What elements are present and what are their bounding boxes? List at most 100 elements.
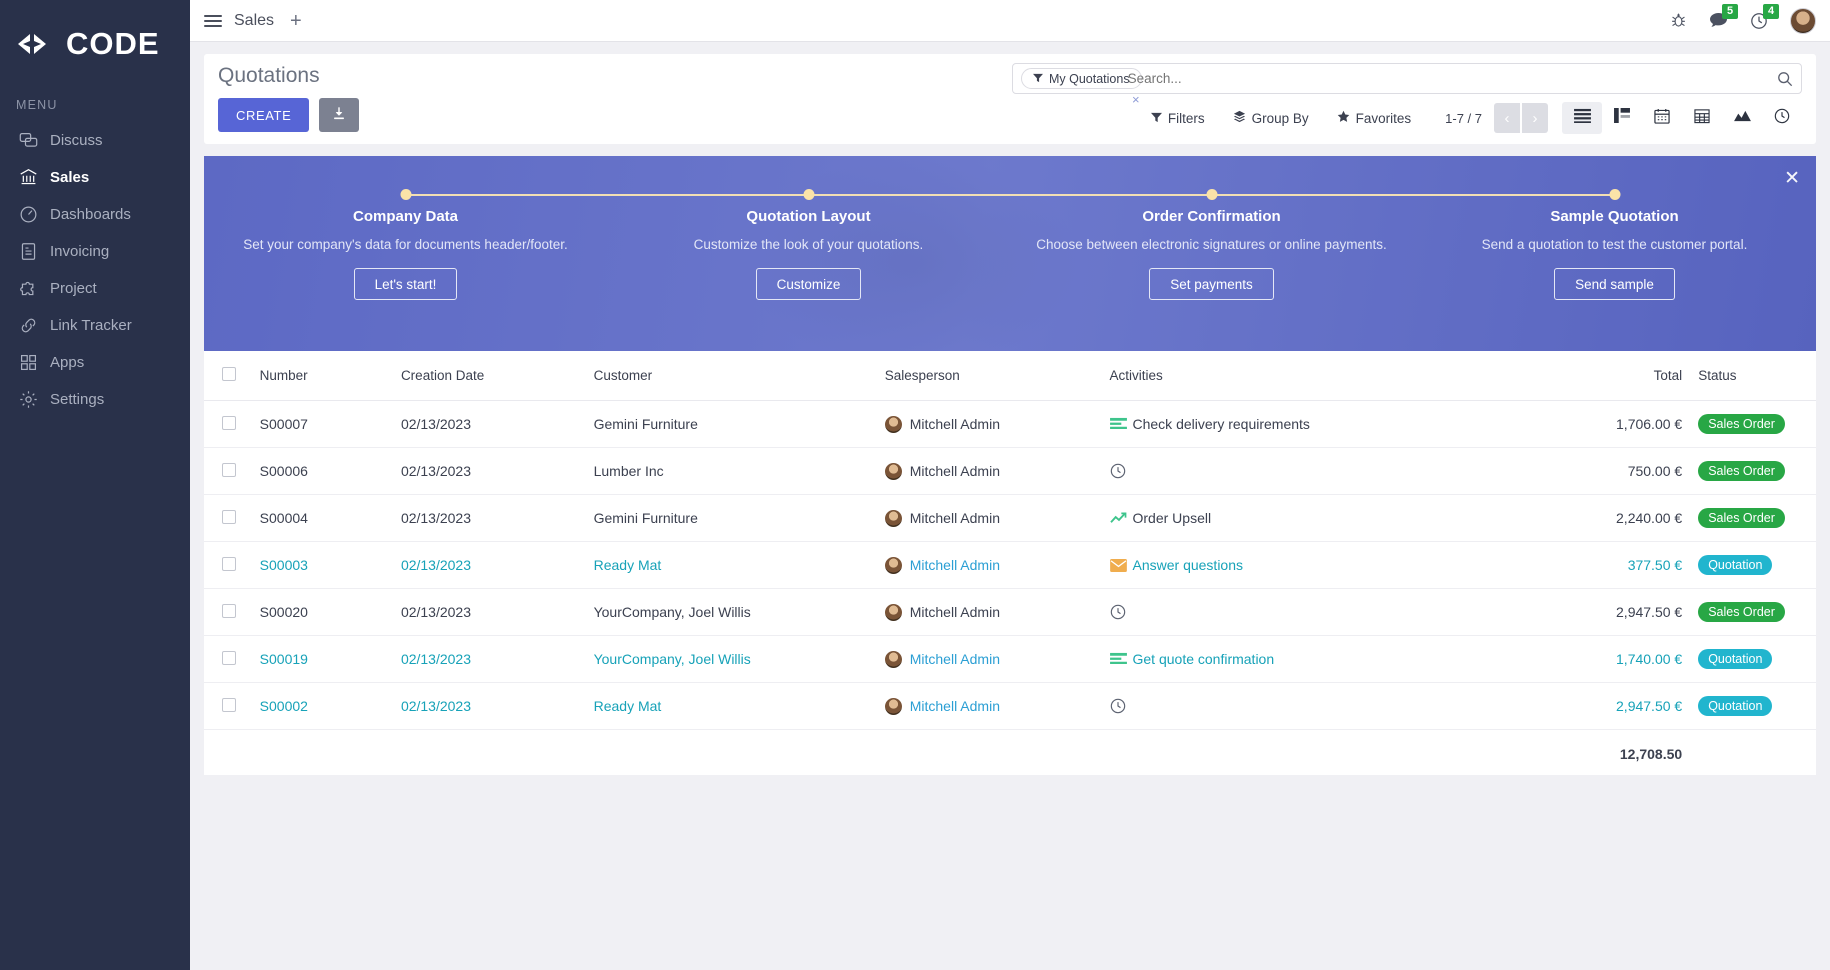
download-icon [331,106,347,125]
bug-icon[interactable] [1670,12,1687,29]
list-view-button[interactable] [1562,102,1602,134]
lets-start-button[interactable]: Let's start! [353,268,458,301]
row-checkbox[interactable] [222,556,236,571]
column-header-creation-date[interactable]: Creation Date [400,351,594,401]
sidebar-item-label: Link Tracker [50,317,132,334]
table-row[interactable]: S00019 02/13/2023 YourCompany, Joel Will… [204,635,1816,683]
sidebar-item-settings[interactable]: Settings [0,381,190,418]
column-header-activities[interactable]: Activities [1109,351,1538,401]
search-icon[interactable] [1777,71,1793,87]
clock-icon[interactable]: 4 [1750,3,1780,30]
app-name[interactable]: Sales [234,11,275,29]
row-select-cell [204,682,260,730]
pager-text[interactable]: 1-7 / 7 [1445,110,1482,126]
email-icon [1109,557,1127,574]
pivot-view-button[interactable] [1682,102,1722,134]
row-checkbox[interactable] [222,650,236,665]
clock-icon[interactable] [1110,463,1127,480]
sidebar-item-link-tracker[interactable]: Link Tracker [0,307,190,344]
clock-icon [1774,108,1790,129]
salesperson-avatar [884,603,902,621]
table-row[interactable]: S00020 02/13/2023 YourCompany, Joel Will… [204,588,1816,636]
clock-icon[interactable] [1110,698,1127,715]
select-all-checkbox[interactable] [222,367,236,381]
set-payments-button[interactable]: Set payments [1149,268,1274,301]
kanban-view-button[interactable] [1602,102,1642,134]
salesperson-avatar [884,462,902,480]
column-header-salesperson[interactable]: Salesperson [884,351,1110,401]
group-by-label: Group By [1251,110,1309,126]
step-description: Set your company's data for documents he… [243,237,568,252]
pager-previous-button[interactable]: ‹ [1494,103,1520,133]
row-checkbox[interactable] [222,509,236,524]
sidebar-item-sales[interactable]: Sales [0,159,190,196]
step-description: Send a quotation to test the customer po… [1481,237,1748,252]
salesperson-name: Mitchell Admin [909,463,1000,479]
activity-count-badge: 4 [1763,3,1780,19]
row-checkbox[interactable] [222,462,236,477]
favorites-label: Favorites [1355,110,1412,126]
column-header-customer[interactable]: Customer [593,351,885,401]
remove-facet-button[interactable]: × [1132,92,1140,107]
clock-icon[interactable] [1110,604,1127,621]
cell-customer: YourCompany, Joel Willis [593,588,885,636]
cell-activity [1109,682,1538,730]
brand-logo[interactable]: CODE [0,18,190,62]
salesperson-avatar [884,556,902,574]
search-box[interactable]: My Quotations [1012,63,1802,94]
sidebar-item-dashboards[interactable]: Dashboards [0,196,190,233]
cell-status: Sales Order [1698,494,1816,542]
sidebar-item-project[interactable]: Project [0,270,190,307]
cell-salesperson: Mitchell Admin [884,447,1110,495]
add-tab-button[interactable]: + [290,9,302,32]
table-row[interactable]: S00007 02/13/2023 Gemini Furniture Mitch… [204,400,1816,448]
step-dot [1609,189,1620,200]
main-area: Sales + 5 [190,0,1830,970]
table-row[interactable]: S00006 02/13/2023 Lumber Inc Mitchell Ad… [204,447,1816,495]
search-facet-my-quotations[interactable]: My Quotations [1021,68,1142,89]
cell-salesperson: Mitchell Admin [884,541,1110,589]
favorites-dropdown[interactable]: Favorites [1323,110,1426,126]
cell-number: S00004 [259,494,401,542]
menu-toggle-icon[interactable] [204,14,222,27]
column-header-status[interactable]: Status [1698,351,1816,401]
sidebar-item-label: Discuss [50,132,103,149]
table-row[interactable]: S00003 02/13/2023 Ready Mat Mitchell Adm… [204,541,1816,589]
table-row[interactable]: S00002 02/13/2023 Ready Mat Mitchell Adm… [204,682,1816,730]
row-checkbox[interactable] [222,697,236,712]
footer-spacer [885,730,1110,776]
send-sample-button[interactable]: Send sample [1554,268,1675,301]
messages-icon[interactable]: 5 [1709,4,1739,29]
sidebar-item-discuss[interactable]: Discuss [0,122,190,159]
create-button[interactable]: CREATE [218,98,310,132]
row-checkbox[interactable] [222,415,236,430]
column-header-number[interactable]: Number [259,351,401,401]
footer-spacer [401,730,594,776]
group-by-dropdown[interactable]: Group By [1219,110,1323,126]
top-navbar: Sales + 5 [190,0,1830,42]
row-checkbox[interactable] [222,603,236,618]
graph-view-button[interactable] [1722,102,1762,134]
calendar-view-button[interactable] [1642,102,1682,134]
activity-label: Order Upsell [1132,510,1212,526]
pager-next-button[interactable]: › [1522,103,1548,133]
search-input[interactable] [1127,71,1777,86]
customize-button[interactable]: Customize [755,268,862,301]
row-select-cell [204,541,260,589]
sidebar-item-label: Sales [50,169,90,186]
filters-dropdown[interactable]: Filters [1137,111,1219,126]
row-select-cell [204,400,260,448]
calendar-icon [1654,108,1670,129]
cell-customer: Ready Mat [593,541,885,589]
sidebar-item-invoicing[interactable]: Invoicing [0,233,190,270]
avatar[interactable] [1790,7,1816,34]
close-icon[interactable]: ✕ [1784,168,1800,189]
column-header-total[interactable]: Total [1537,351,1699,401]
sidebar-item-apps[interactable]: Apps [0,344,190,381]
status-badge: Sales Order [1698,508,1785,528]
cell-total: 1,740.00 € [1537,635,1699,683]
table-row[interactable]: S00004 02/13/2023 Gemini Furniture Mitch… [204,494,1816,542]
export-button[interactable] [319,98,360,132]
activity-view-button[interactable] [1762,102,1802,134]
